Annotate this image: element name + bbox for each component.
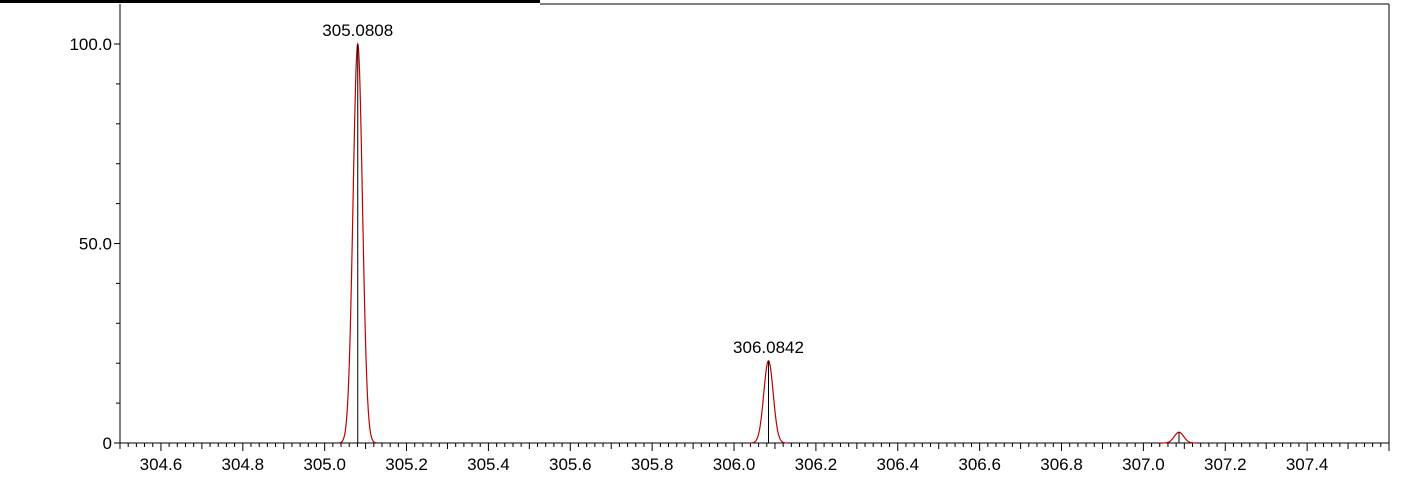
x-tick-label: 307.4 <box>1286 455 1329 474</box>
peak-label: 306.0842 <box>733 338 804 357</box>
x-tick-label: 306.8 <box>1040 455 1083 474</box>
x-tick-label: 305.8 <box>631 455 674 474</box>
x-tick-label: 305.0 <box>303 455 346 474</box>
header-strip <box>0 0 540 3</box>
x-tick-label: 306.0 <box>713 455 756 474</box>
peak-sticks <box>357 44 1180 443</box>
x-axis: 304.6 304.8 305.0 305.2 305.4 305.6 305.8 306.0… <box>119 442 1390 474</box>
x-tick-label: 306.2 <box>795 455 838 474</box>
x-tick-label: 307.2 <box>1204 455 1247 474</box>
peak-label: 305.0808 <box>322 21 393 40</box>
x-tick-label: 307.0 <box>1122 455 1165 474</box>
x-tick-label: 304.8 <box>222 455 265 474</box>
x-tick-label: 306.6 <box>958 455 1001 474</box>
x-tick-label: 304.6 <box>140 455 183 474</box>
x-tick-label: 306.4 <box>877 455 920 474</box>
x-tick-label: 305.6 <box>549 455 592 474</box>
y-axis: 0 50.0 100.0 <box>69 4 121 453</box>
y-tick-label: 50.0 <box>79 235 112 254</box>
x-tick-label: 305.4 <box>467 455 510 474</box>
plot-frame <box>540 3 1390 443</box>
y-tick-label: 100.0 <box>69 35 112 54</box>
y-tick-label: 0 <box>103 434 112 453</box>
x-tick-label: 305.2 <box>385 455 428 474</box>
peak-labels: 305.0808 306.0842 <box>322 21 804 357</box>
